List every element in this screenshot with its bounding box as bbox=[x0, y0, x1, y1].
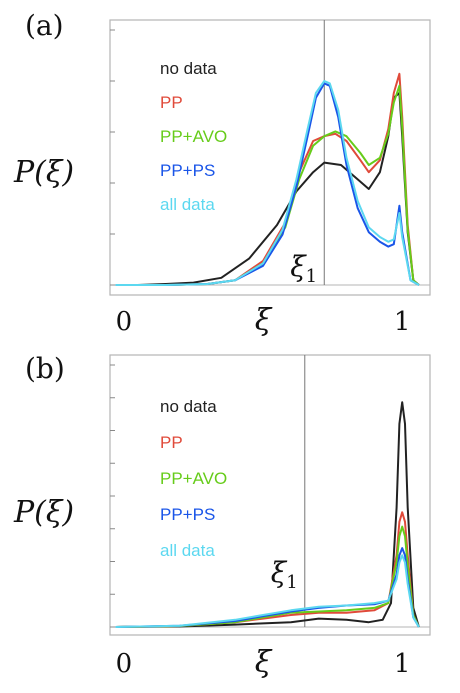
series-line-all-data bbox=[115, 554, 420, 628]
x-tick-label: 0 bbox=[116, 649, 133, 679]
panel-a-label: (a) bbox=[25, 9, 64, 42]
panel-b-label: (b) bbox=[25, 352, 65, 385]
panel-b-xlabel: ξ bbox=[255, 645, 273, 680]
panel-b-series bbox=[115, 401, 420, 628]
panel-a-xi1-label: ξ1 bbox=[290, 250, 317, 287]
panel-b-frame bbox=[109, 354, 431, 636]
x-tick-label: 0 bbox=[116, 307, 133, 337]
panel-a-frame bbox=[109, 19, 431, 296]
legend-entry: PP+PS bbox=[160, 161, 215, 180]
panel-a-xlabel: ξ bbox=[255, 303, 273, 338]
panel-a-legend: no data PP PP+AVO PP+PS all data bbox=[160, 59, 227, 214]
legend-entry: no data bbox=[160, 59, 217, 78]
series-line-pp bbox=[115, 511, 420, 628]
x-tick-label: 1 bbox=[394, 307, 411, 337]
series-line-pp-avo bbox=[115, 525, 420, 628]
legend-entry: no data bbox=[160, 397, 217, 416]
panel-b-ylabel: P(ξ) bbox=[13, 495, 74, 530]
legend-entry: all data bbox=[160, 195, 215, 214]
legend-entry: PP+AVO bbox=[160, 127, 227, 146]
panel-a-yticks bbox=[110, 29, 430, 286]
series-line-no-data bbox=[115, 401, 420, 628]
legend-entry: PP+PS bbox=[160, 505, 215, 524]
legend-entry: PP bbox=[160, 433, 183, 452]
legend-entry: all data bbox=[160, 541, 215, 560]
panel-b-legend: no data PP PP+AVO PP+PS all data bbox=[160, 397, 227, 560]
panel-b-xi1-label: ξ1 bbox=[271, 556, 298, 593]
panel-a-series bbox=[115, 72, 420, 286]
legend-entry: PP+AVO bbox=[160, 469, 227, 488]
panel-a-ylabel: P(ξ) bbox=[13, 155, 74, 190]
x-tick-label: 1 bbox=[394, 649, 411, 679]
legend-entry: PP bbox=[160, 93, 183, 112]
series-line-all-data bbox=[115, 80, 420, 286]
